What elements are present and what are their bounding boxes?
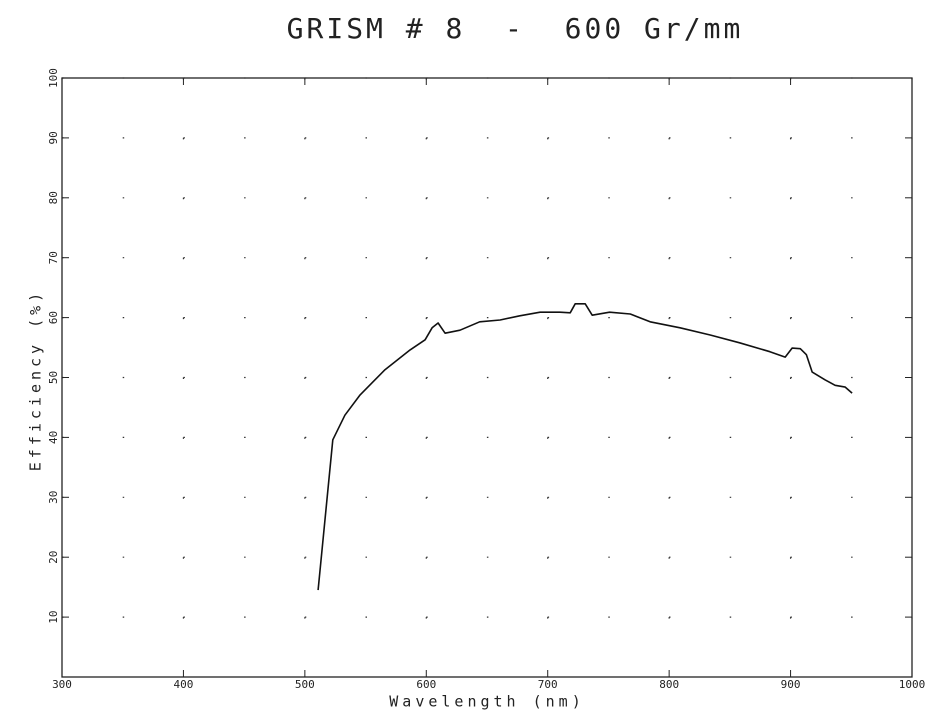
y-tick-label: 50 bbox=[47, 371, 60, 384]
y-tick-label: 80 bbox=[47, 191, 60, 204]
y-tick-label: 20 bbox=[47, 551, 60, 564]
x-axis-label: Wavelength (nm) bbox=[389, 693, 584, 711]
x-tick-label: 500 bbox=[295, 678, 315, 691]
y-tick-label: 10 bbox=[47, 610, 60, 623]
x-tick-label: 400 bbox=[173, 678, 193, 691]
y-tick-label: 30 bbox=[47, 491, 60, 504]
chart-title: GRISM # 8 - 600 Gr/mm bbox=[287, 12, 744, 45]
y-tick-label: 90 bbox=[47, 131, 60, 144]
x-tick-label: 900 bbox=[781, 678, 801, 691]
y-tick-label: 40 bbox=[47, 431, 60, 444]
y-tick-label: 70 bbox=[47, 251, 60, 264]
x-tick-label: 600 bbox=[416, 678, 436, 691]
x-tick-label: 1000 bbox=[899, 678, 926, 691]
x-tick-label: 300 bbox=[52, 678, 72, 691]
y-tick-label: 100 bbox=[47, 68, 60, 88]
y-tick-label: 60 bbox=[47, 311, 60, 324]
x-tick-label: 700 bbox=[538, 678, 558, 691]
x-tick-label: 800 bbox=[659, 678, 679, 691]
efficiency-line bbox=[317, 303, 853, 591]
y-axis-label: Efficiency (%) bbox=[27, 289, 45, 471]
